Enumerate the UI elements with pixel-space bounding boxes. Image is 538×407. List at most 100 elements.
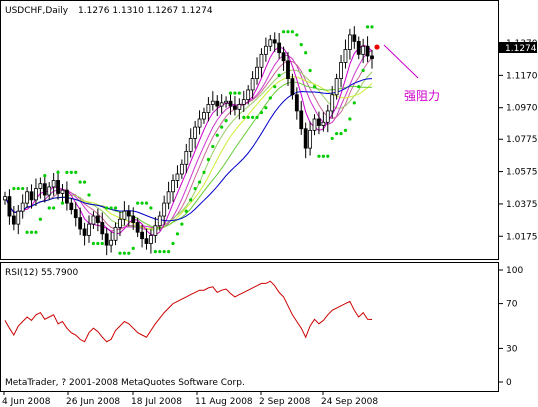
rsi-tick-label: 30 xyxy=(506,344,518,354)
psar-dot xyxy=(56,170,60,174)
psar-dot xyxy=(180,222,184,226)
psar-dot xyxy=(149,206,153,210)
candle-body xyxy=(171,180,175,193)
candle-body xyxy=(215,100,220,107)
psar-dot xyxy=(361,68,365,73)
psar-dot xyxy=(43,174,47,178)
candle-body xyxy=(303,128,308,149)
rsi-y-axis: 100 70 30 0 xyxy=(499,266,523,388)
psar-dot xyxy=(326,154,330,158)
candle-body xyxy=(157,215,162,227)
psar-dot xyxy=(348,117,352,121)
psar-dot xyxy=(352,101,356,105)
candle-body xyxy=(91,215,96,225)
psar-dot xyxy=(140,201,144,205)
candle-body xyxy=(65,189,69,204)
candles xyxy=(3,26,374,256)
psar-dot xyxy=(308,68,312,73)
rsi-tick-label: 70 xyxy=(506,300,518,310)
candle-body xyxy=(95,215,100,223)
candle-body xyxy=(188,138,193,152)
psar-dot xyxy=(78,180,82,184)
psar-dot xyxy=(321,154,325,158)
candle-body xyxy=(73,209,78,219)
candle-body xyxy=(113,226,118,241)
candle-body xyxy=(202,112,206,120)
price-tick-label: 1.0375 xyxy=(506,200,538,210)
candle-body xyxy=(339,62,343,79)
candle-body xyxy=(255,66,259,79)
price-tick-label: 1.1170 xyxy=(506,71,538,81)
psar-dot xyxy=(330,136,334,141)
x-tick-label: 18 Jul 2008 xyxy=(131,397,182,407)
psar-dot xyxy=(122,251,126,255)
candle-body xyxy=(241,99,246,105)
candle-body xyxy=(356,41,361,55)
psar-dot xyxy=(339,131,343,136)
psar-dot xyxy=(25,230,29,234)
psar-dot xyxy=(242,115,246,120)
rsi-header: RSI(12) 55.7900 xyxy=(5,268,78,278)
candle-body xyxy=(361,45,366,55)
candle-body xyxy=(184,150,189,165)
psar-dot xyxy=(202,170,206,174)
candle-body xyxy=(126,210,131,217)
candle-body xyxy=(206,104,211,113)
psar-dot xyxy=(144,201,149,205)
psar-dot xyxy=(91,241,96,246)
psar-dot xyxy=(82,180,87,184)
candle-body xyxy=(224,100,228,104)
psar-dot xyxy=(175,232,180,236)
candle-body xyxy=(321,121,326,126)
psar-dot xyxy=(277,73,281,77)
psar-dot xyxy=(246,115,250,120)
candle-body xyxy=(135,222,140,233)
candle-body xyxy=(330,94,335,112)
rsi-tick-label: 100 xyxy=(506,266,523,276)
candle-body xyxy=(51,180,56,188)
resistance-annotation: 强阻力 xyxy=(404,89,440,103)
candle-body xyxy=(29,191,34,201)
psar-dot xyxy=(290,30,295,34)
signal-dot xyxy=(374,44,380,50)
psar-dot xyxy=(113,206,118,210)
price-tick-label: 1.0775 xyxy=(506,135,538,145)
psar-dot xyxy=(153,250,157,254)
psar-dot xyxy=(171,241,175,246)
candle-body xyxy=(20,202,25,212)
resistance-arrow xyxy=(383,44,419,79)
candle-body xyxy=(308,129,312,149)
psar-dot xyxy=(184,209,188,213)
psar-dot xyxy=(335,131,339,136)
psar-dot xyxy=(312,85,317,89)
psar-dot xyxy=(215,133,219,137)
psar-dot xyxy=(304,51,308,55)
candle-body xyxy=(104,233,109,246)
x-tick-label: 11 Aug 2008 xyxy=(195,397,253,407)
psar-dot xyxy=(220,125,224,129)
psar-dot xyxy=(189,198,193,202)
psar-dot xyxy=(237,91,241,95)
parabolic-sar xyxy=(12,25,374,255)
candle-body xyxy=(69,202,74,210)
candle-body xyxy=(290,78,295,96)
candle-body xyxy=(166,191,171,204)
psar-dot xyxy=(206,157,210,162)
candle-body xyxy=(175,173,180,181)
psar-dot xyxy=(16,186,20,191)
psar-dot xyxy=(109,206,113,210)
psar-dot xyxy=(74,170,78,174)
candle-body xyxy=(42,183,47,196)
x-tick-label: 24 Sep 2008 xyxy=(321,397,378,407)
price-y-axis: 1.13701.11701.09701.07751.05751.03751.01… xyxy=(499,39,538,242)
candle-body xyxy=(272,39,277,44)
psar-dot xyxy=(52,206,56,210)
candle-body xyxy=(7,196,12,217)
candle-body xyxy=(122,210,127,220)
psar-dot xyxy=(286,30,290,34)
candle-body xyxy=(109,239,114,246)
candle-body xyxy=(343,49,348,63)
psar-dot xyxy=(211,144,215,149)
psar-dot xyxy=(131,246,135,250)
